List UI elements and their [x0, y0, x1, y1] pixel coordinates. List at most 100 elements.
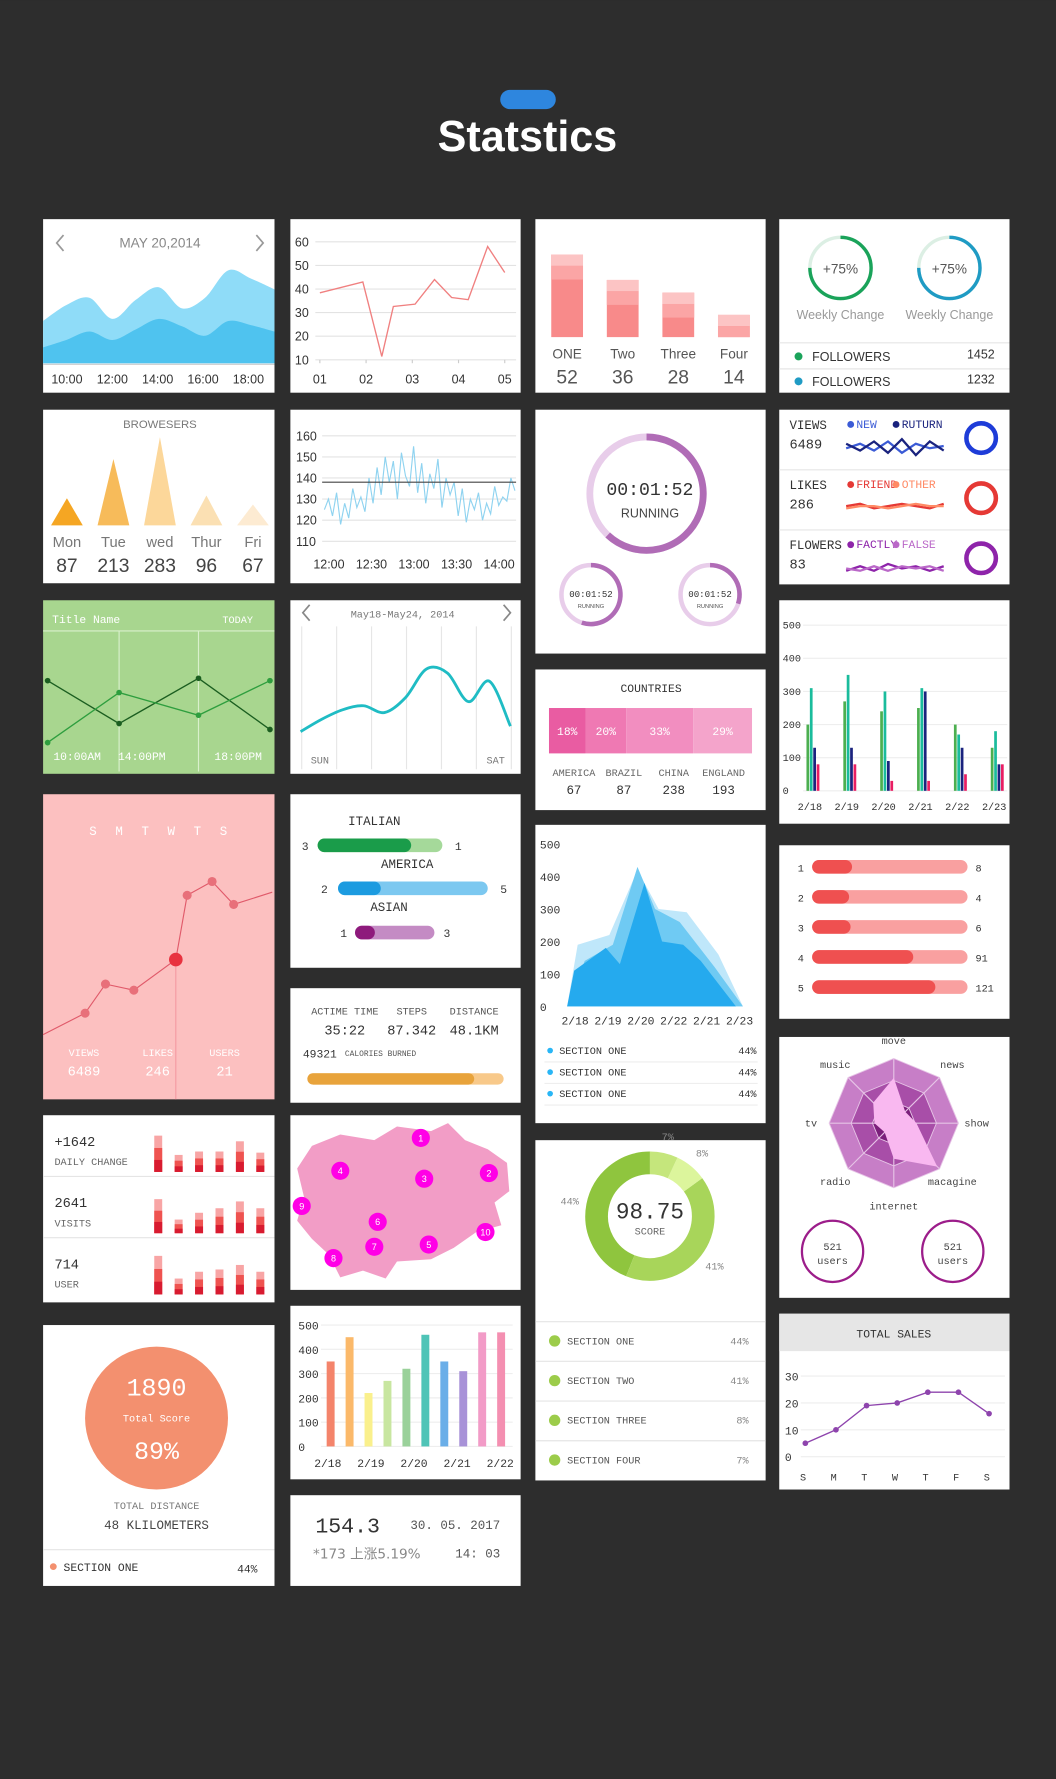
- y-tick-label: 100: [298, 1419, 319, 1431]
- legend-dot: [49, 1563, 57, 1571]
- x-tick-label: 2/20: [627, 1016, 654, 1028]
- x-tick-label: 2/18: [561, 1016, 588, 1028]
- x-tick-label: 03: [405, 373, 419, 387]
- value-label: 193: [712, 784, 734, 798]
- value-label: 44%: [738, 1090, 757, 1101]
- bar-shade: [662, 303, 695, 318]
- category-label: Mon: [53, 535, 82, 551]
- bar: [364, 1393, 373, 1447]
- point: [863, 1402, 870, 1409]
- x-tick-label: 2/20: [871, 802, 895, 814]
- bar: [843, 701, 847, 791]
- y-tick-label: 500: [783, 622, 801, 633]
- map-pin: [365, 1237, 384, 1256]
- category-label: Thur: [191, 535, 221, 551]
- user-ring: [921, 1219, 985, 1284]
- category-label: BRAZIL: [606, 769, 643, 780]
- category-label: Two: [610, 347, 635, 362]
- value-label: 521: [944, 1243, 962, 1254]
- legend-dot: [794, 352, 803, 361]
- map-pin: [411, 1128, 430, 1147]
- value-label: 91: [975, 955, 987, 966]
- bar: [886, 761, 890, 791]
- point: [80, 1008, 90, 1018]
- legend-dot: [892, 481, 900, 488]
- legend-label: SECTION ONE: [567, 1337, 634, 1348]
- ring: [709, 562, 742, 605]
- value-label: 52: [556, 368, 577, 389]
- bar-track: [355, 925, 435, 940]
- y-tick-label: 400: [298, 1346, 319, 1358]
- legend-dot: [794, 377, 803, 386]
- x-tick-label: 18:00: [233, 373, 264, 387]
- bar: [421, 1334, 430, 1447]
- bar-shade: [662, 292, 695, 304]
- legend-label: NEW: [856, 420, 877, 432]
- x-tick-label: 2/23: [982, 802, 1006, 814]
- label: LIKES: [142, 1049, 173, 1060]
- x-tick-label: 2/19: [357, 1459, 384, 1471]
- y-tick-label: 0: [540, 1003, 547, 1015]
- bar: [317, 838, 412, 853]
- label: CALORIES BURNED: [345, 1050, 417, 1059]
- category-label: 4: [798, 955, 804, 966]
- map-pin: [415, 1169, 434, 1188]
- line: [323, 446, 516, 525]
- y-tick-label: 0: [785, 1453, 792, 1465]
- y-tick-label: 40: [295, 283, 309, 297]
- value-label: 2641: [54, 1197, 87, 1212]
- y-tick-label: 150: [296, 450, 317, 464]
- category-label: Three: [661, 347, 697, 362]
- label: +75%: [823, 262, 858, 277]
- point: [894, 1400, 901, 1406]
- bar: [890, 780, 894, 791]
- x-tick-label: 12:00: [97, 373, 128, 387]
- x-tick-label: T: [922, 1473, 928, 1484]
- x-tick-label: 2/23: [726, 1016, 753, 1028]
- bar: [478, 1332, 487, 1447]
- segment-label: 7%: [662, 1133, 675, 1144]
- y-tick-label: 300: [540, 906, 561, 918]
- label: RUNNING: [578, 604, 604, 610]
- x-tick-label: S: [800, 1473, 806, 1484]
- pin-label: 5: [426, 1240, 431, 1250]
- y-tick-label: 0: [783, 787, 789, 798]
- x-tick-label: 04: [452, 373, 466, 387]
- bar: [957, 734, 961, 791]
- bar: [813, 747, 816, 791]
- y-tick-label: 200: [783, 721, 801, 732]
- category-label: 3: [798, 924, 804, 935]
- triangle: [237, 504, 269, 526]
- value-label: 213: [97, 556, 129, 577]
- y-tick-label: 400: [540, 873, 561, 885]
- category-label: CHINA: [658, 769, 689, 780]
- point: [207, 876, 217, 887]
- pin-label: 4: [338, 1166, 343, 1176]
- y-tick-label: 160: [296, 429, 317, 443]
- point: [182, 890, 192, 900]
- donut-segment: [626, 1178, 715, 1281]
- bar: [883, 691, 887, 791]
- value-label: 8%: [736, 1417, 749, 1428]
- label: STEPS: [396, 1007, 427, 1018]
- bar: [459, 1371, 468, 1447]
- bar-shade: [717, 326, 750, 338]
- category-label: 1: [798, 864, 804, 875]
- legend-dot: [547, 1090, 553, 1097]
- category-label: Tue: [101, 535, 126, 551]
- map-pin: [292, 1196, 311, 1216]
- y-tick-label: 100: [540, 970, 561, 982]
- label: VIEWS: [69, 1049, 100, 1060]
- label: TOTAL SALES: [856, 1330, 931, 1342]
- bar: [1000, 764, 1004, 791]
- y-tick-label: 200: [298, 1394, 319, 1406]
- card: [290, 988, 521, 1103]
- bar-part: [215, 1224, 224, 1234]
- y-tick-label: 30: [785, 1373, 799, 1385]
- y-tick-label: 500: [298, 1322, 319, 1334]
- label: 48 KLILOMETERS: [104, 1519, 209, 1533]
- card: [290, 409, 521, 584]
- value-label: 5: [500, 885, 507, 897]
- bar: [994, 731, 997, 791]
